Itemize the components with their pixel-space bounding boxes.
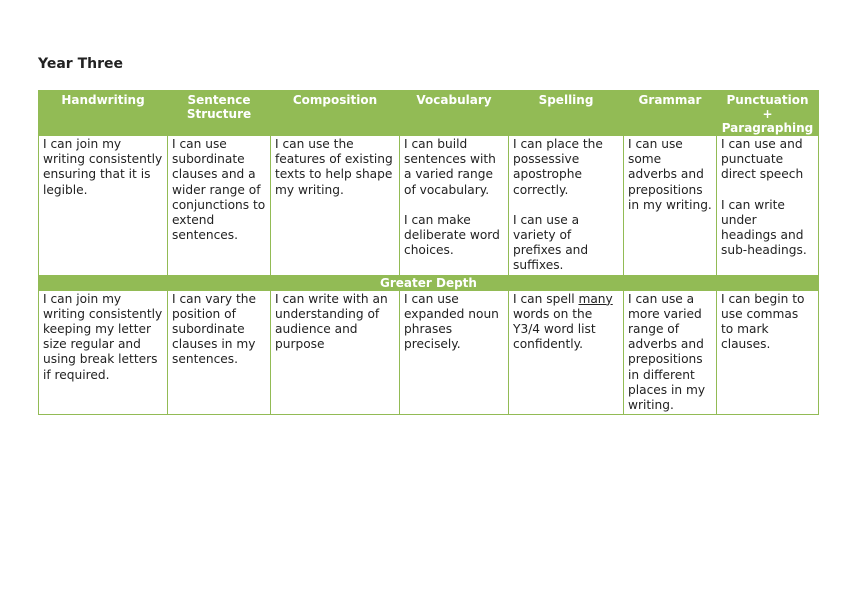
header-sentence-structure: Sentence Structure	[167, 90, 271, 136]
text: I can spell	[513, 291, 579, 306]
header-row: Handwriting Sentence Structure Compositi…	[38, 90, 819, 136]
greater-depth-header-row: Greater Depth	[38, 274, 819, 291]
cell-sentence-structure: I can use subordinate clauses and a wide…	[167, 135, 271, 276]
statement: I can make deliberate word choices.	[404, 212, 500, 258]
greater-depth-row: I can join my writing consistently keepi…	[38, 289, 819, 416]
gd-cell-spelling: I can spell many words on the Y3/4 word …	[508, 289, 624, 416]
header-punctuation: Punctuation + Paragraphing	[716, 90, 819, 136]
header-grammar: Grammar	[623, 90, 717, 136]
greater-depth-label: Greater Depth	[38, 274, 819, 291]
cell-spelling: I can place the possessive apostrophe co…	[508, 135, 624, 276]
statement: I can join my writing consistently ensur…	[43, 137, 163, 197]
text: words on the Y3/4 word list confidently.	[513, 306, 596, 352]
statement: I can write under headings and sub-headi…	[721, 197, 807, 258]
header-composition: Composition	[270, 90, 400, 136]
underlined-text: many	[578, 291, 613, 306]
cell-composition: I can use the features of existing texts…	[270, 135, 400, 276]
cell-handwriting: I can join my writing consistently ensur…	[38, 135, 168, 276]
statement: I can use the features of existing texts…	[275, 137, 393, 197]
header-vocabulary: Vocabulary	[399, 90, 509, 136]
year-three-table: Handwriting Sentence Structure Compositi…	[38, 90, 819, 416]
statement: I can place the possessive apostrophe co…	[513, 137, 603, 197]
gd-cell-composition: I can write with an understanding of aud…	[270, 289, 400, 416]
expected-row: I can join my writing consistently ensur…	[38, 135, 819, 276]
gd-cell-grammar: I can use a more varied range of adverbs…	[623, 289, 717, 416]
statement: I can use subordinate clauses and a wide…	[172, 137, 266, 243]
statement: I can use a variety of prefixes and suff…	[513, 212, 589, 273]
cell-vocabulary: I can build sentences with a varied rang…	[399, 135, 509, 276]
statement: I can use some adverbs and prepositions …	[628, 137, 712, 212]
statement: I can use and punctuate direct speech	[721, 137, 804, 182]
statement: I can build sentences with a varied rang…	[404, 137, 496, 197]
page-title: Year Three	[38, 56, 123, 72]
gd-cell-sentence-structure: I can vary the position of subordinate c…	[167, 289, 271, 416]
cell-grammar: I can use some adverbs and prepositions …	[623, 135, 717, 276]
header-spelling: Spelling	[508, 90, 624, 136]
cell-punctuation: I can use and punctuate direct speech I c…	[716, 135, 819, 276]
gd-cell-vocabulary: I can use expanded noun phrases precisel…	[399, 289, 509, 416]
gd-cell-punctuation: I can begin to use commas to mark clause…	[716, 289, 819, 416]
gd-cell-handwriting: I can join my writing consistently keepi…	[38, 289, 168, 416]
header-handwriting: Handwriting	[38, 90, 168, 136]
